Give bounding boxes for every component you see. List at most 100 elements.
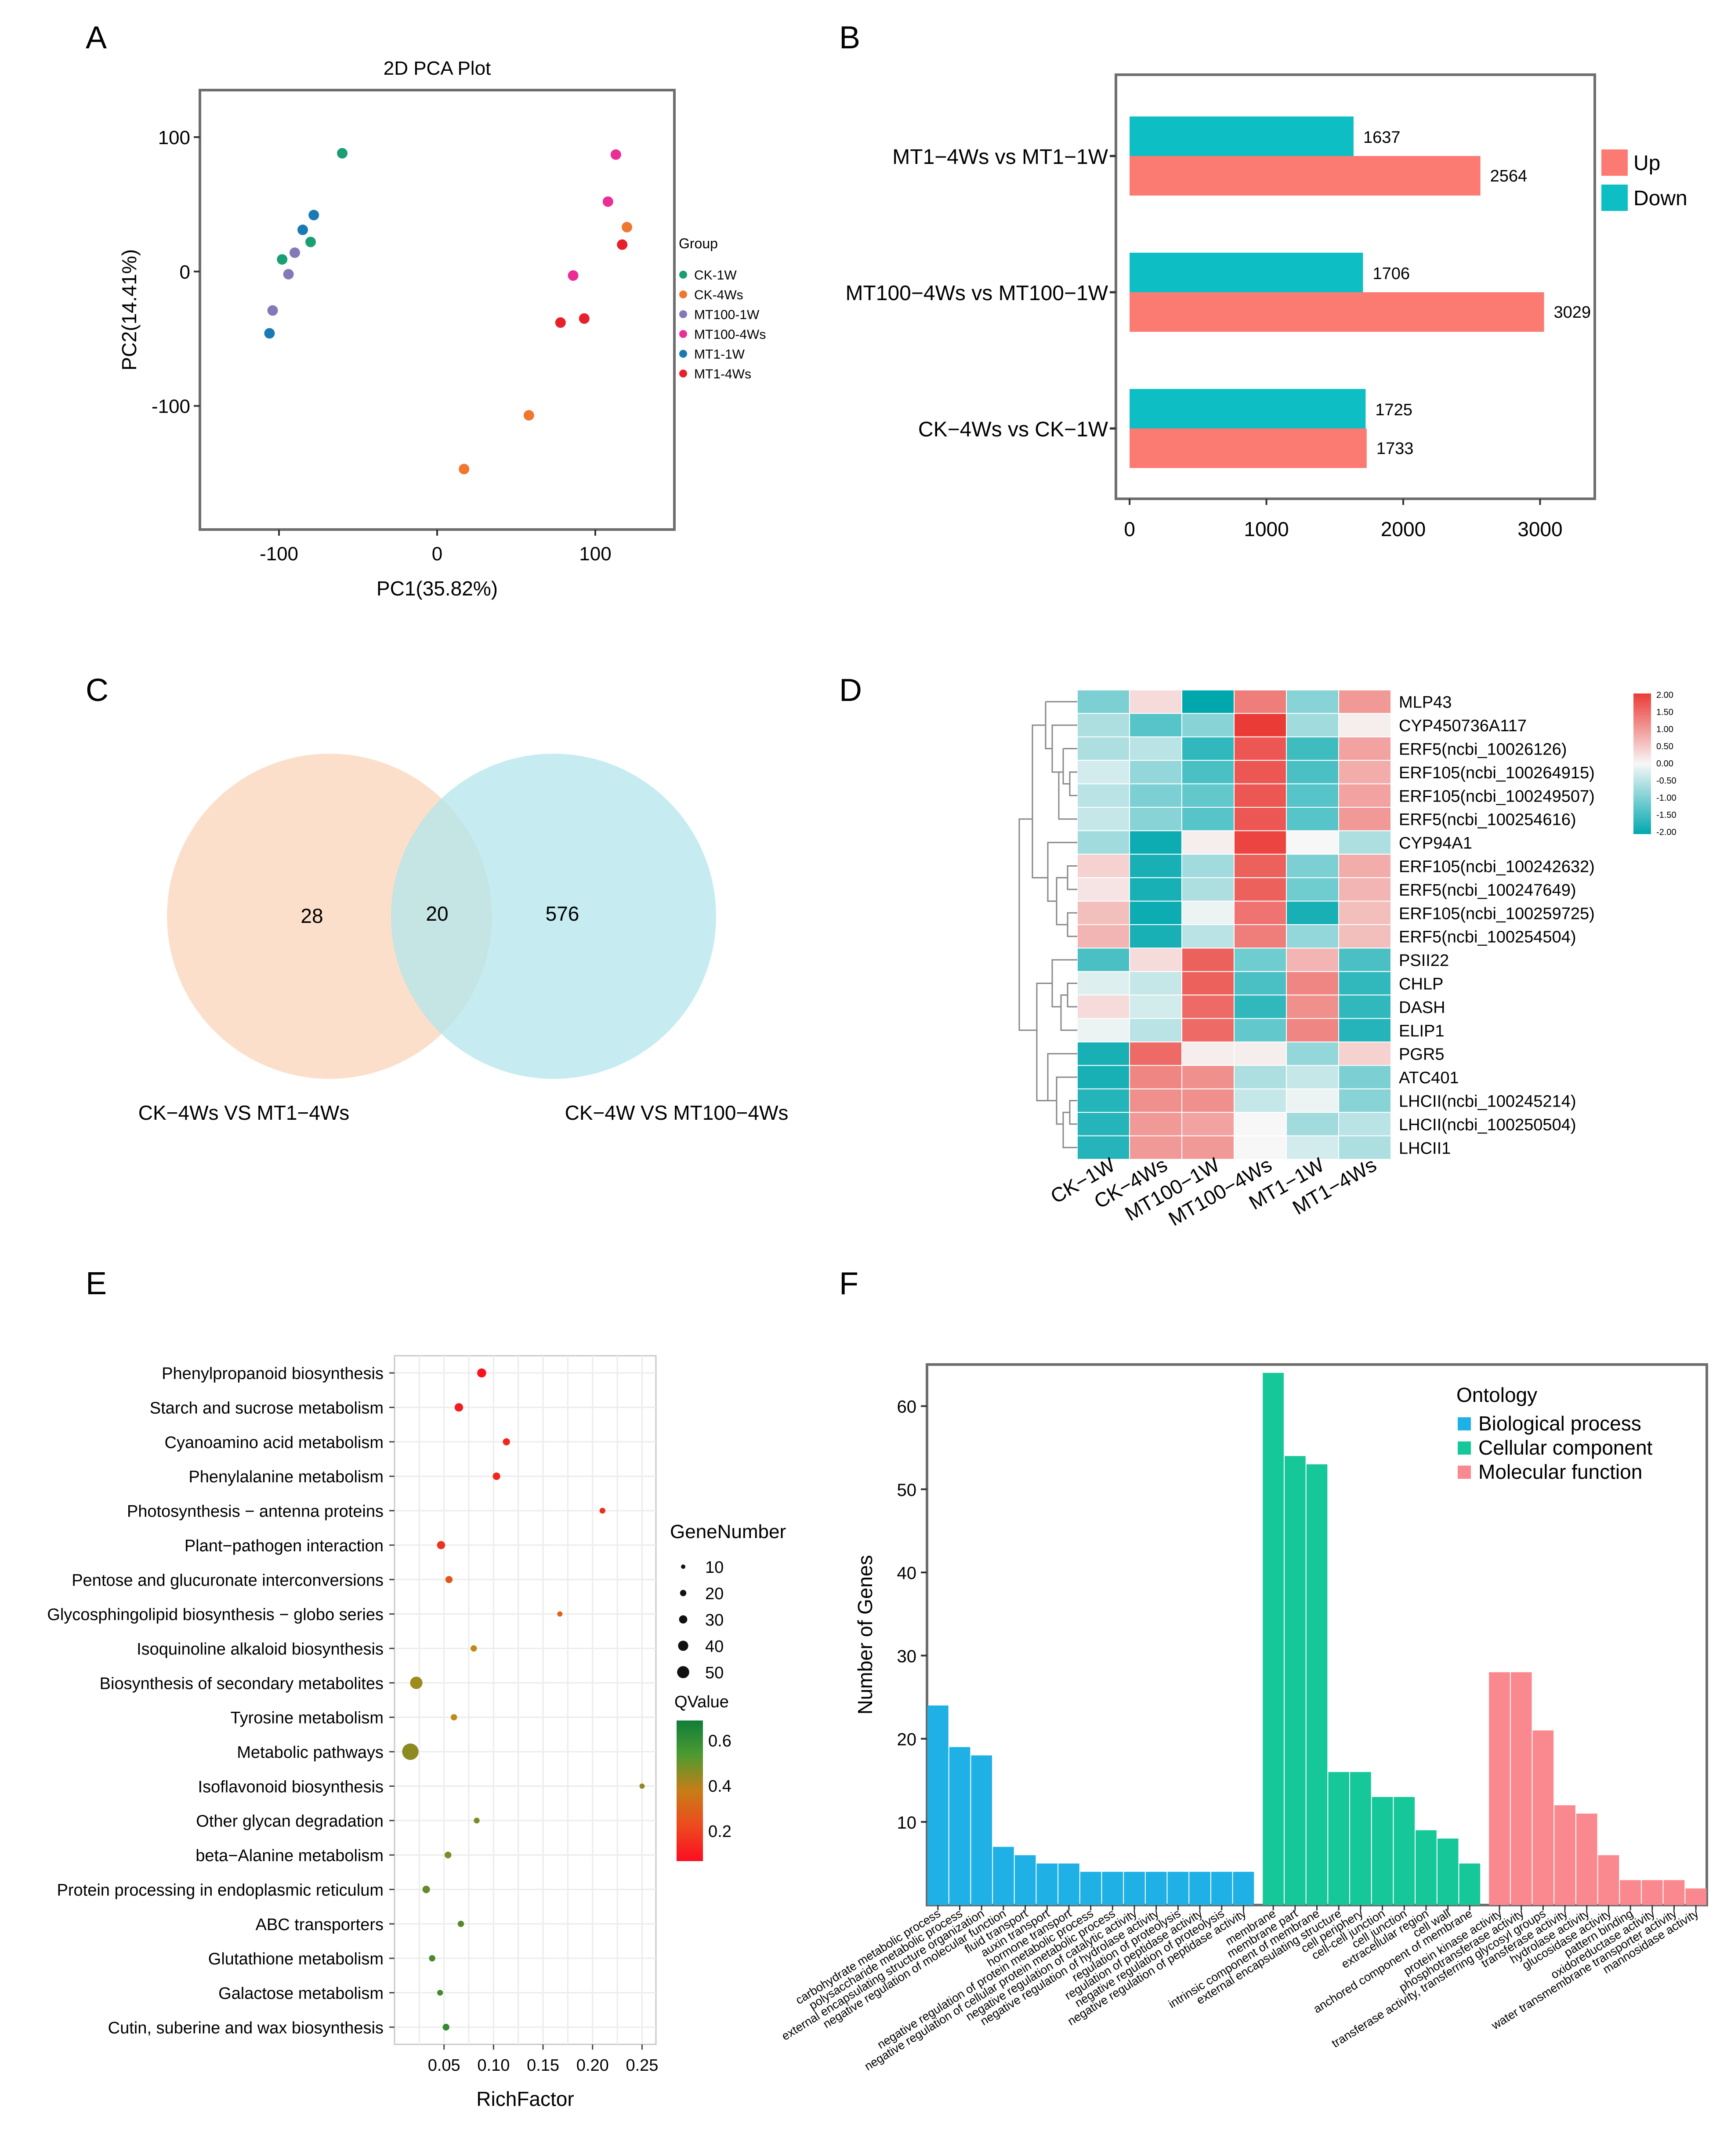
go-y-tick-label: 40 [897, 1564, 917, 1583]
heatmap-scale-tick-label: -1.00 [1656, 793, 1677, 803]
kegg-x-tick-label: 0.05 [428, 2056, 460, 2075]
go-bar [1263, 1372, 1284, 1905]
heatmap-row-label: ERF105(ncbi_100264915) [1399, 764, 1595, 782]
pca-legend-swatch [679, 310, 687, 318]
bar-up-value: 2564 [1490, 167, 1528, 185]
venn-circle-right [391, 754, 716, 1079]
heatmap-row-label: PGR5 [1399, 1045, 1444, 1064]
heatmap-cell [1077, 760, 1130, 784]
heatmap-cell [1129, 713, 1182, 737]
heatmap-cell [1077, 995, 1130, 1019]
heatmap-cell [1338, 830, 1391, 855]
kegg-color-legend-title: QValue [674, 1693, 729, 1711]
heatmap-cell [1234, 1042, 1287, 1066]
heatmap-cell [1234, 853, 1287, 878]
heatmap-cell [1181, 830, 1235, 855]
heatmap-cell [1286, 807, 1339, 831]
go-bar [1437, 1838, 1459, 1905]
heatmap-cell [1234, 924, 1287, 949]
heatmap-row-label: CHLP [1399, 975, 1443, 994]
deg-plot-frame [1115, 73, 1596, 500]
heatmap-cell [1234, 971, 1287, 996]
go-y-tick-label: 20 [897, 1730, 917, 1749]
heatmap-cell [1129, 924, 1182, 949]
kegg-bubble [457, 1920, 464, 1927]
heatmap-cell [1234, 807, 1287, 831]
heatmap-cell [1181, 736, 1235, 761]
heatmap-cell [1077, 830, 1130, 855]
venn-circle-left [167, 754, 492, 1079]
pca-point [459, 464, 470, 475]
heatmap-cell [1129, 760, 1182, 784]
heatmap-cell [1286, 877, 1339, 902]
pca-legend-swatch [679, 330, 687, 338]
go-legend-title: Ontology [1456, 1383, 1537, 1406]
pca-point [308, 210, 319, 221]
kegg-plot-frame [394, 1355, 657, 2045]
kegg-size-legend-label: 10 [705, 1558, 724, 1577]
heatmap-cell [1181, 783, 1235, 808]
kegg-pathway-label: Cutin, suberine and wax biosynthesis [108, 2019, 384, 2037]
heatmap-cell [1077, 690, 1130, 714]
heatmap-row-label: ERF105(ncbi_100249507) [1399, 787, 1595, 806]
pca-point [579, 313, 590, 324]
venn-overlap-count: 20 [426, 902, 448, 925]
deg-bar-chart-panel: 1637 2564 MT1−4Ws vs MT1−1W 1706 3029 MT100−4… [845, 73, 1687, 541]
go-bar [1036, 1863, 1058, 1905]
heatmap-cell [1077, 807, 1130, 831]
heatmap-cell [1077, 924, 1130, 949]
heatmap-cell [1234, 1112, 1287, 1136]
venn-diagram-panel: 28 20 576 CK−4Ws VS MT1−4Ws CK−4W VS MT100−4… [138, 754, 788, 1124]
panel-label-f: F [839, 1266, 858, 1301]
go-legend-label: Cellular component [1478, 1436, 1653, 1459]
heatmap-cell [1077, 736, 1130, 761]
kegg-bubble [429, 1955, 435, 1962]
heatmap-cell [1077, 713, 1130, 737]
heatmap-cell [1129, 1042, 1182, 1066]
go-legend-swatch [1458, 1466, 1471, 1479]
kegg-size-legend-dot [681, 1564, 685, 1569]
heatmap-cell [1181, 1042, 1235, 1066]
go-bar [1350, 1772, 1371, 1905]
heatmap-row-label: ERF5(ncbi_100254616) [1399, 811, 1576, 829]
heatmap-cell [1234, 690, 1287, 714]
go-y-tick-label: 50 [897, 1481, 917, 1500]
pca-legend-title: Group [679, 236, 718, 251]
heatmap-cell [1129, 1088, 1182, 1113]
heatmap-cell [1181, 690, 1235, 714]
heatmap-cell [1077, 971, 1130, 996]
kegg-x-tick-label: 0.20 [576, 2056, 609, 2075]
heatmap-cell [1234, 830, 1287, 855]
heatmap-cell [1077, 900, 1130, 926]
pca-x-tick-label: 0 [432, 543, 442, 565]
pca-plot-panel: 2D PCA Plot -100 0 100 100 0 -100 PC1(35.82%) PC… [118, 58, 766, 600]
heatmap-cell [1129, 877, 1182, 902]
heatmap-row-label: PSII22 [1399, 951, 1449, 970]
heatmap-cell [1338, 924, 1391, 949]
heatmap-cell [1129, 1112, 1182, 1136]
heatmap-cell [1286, 1088, 1339, 1113]
pca-point [267, 305, 278, 316]
kegg-size-legend-label: 20 [705, 1585, 724, 1603]
go-bar [1510, 1672, 1532, 1905]
go-bar [1284, 1456, 1306, 1905]
pca-point [602, 196, 613, 207]
pca-point [617, 239, 628, 250]
go-bar [1145, 1872, 1167, 1905]
go-bar [927, 1705, 949, 1905]
kegg-pathway-label: Photosynthesis − antenna proteins [127, 1503, 384, 1521]
heatmap-cell [1286, 947, 1339, 972]
heatmap-cell [1234, 995, 1287, 1019]
heatmap-cell [1234, 713, 1287, 737]
go-legend-swatch [1458, 1441, 1471, 1455]
venn-left-count: 28 [301, 904, 323, 927]
heatmap-cell [1129, 783, 1182, 808]
bar-up-value: 3029 [1553, 303, 1591, 322]
heatmap-cell [1286, 783, 1339, 808]
heatmap-row-label: ERF5(ncbi_10026126) [1399, 740, 1567, 759]
deg-category-label: CK−4Ws vs CK−1W [918, 418, 1108, 441]
kegg-x-tick-label: 0.15 [527, 2056, 559, 2075]
pca-legend-label: MT100-1W [694, 308, 760, 322]
kegg-x-tick-label: 0.25 [626, 2056, 658, 2075]
